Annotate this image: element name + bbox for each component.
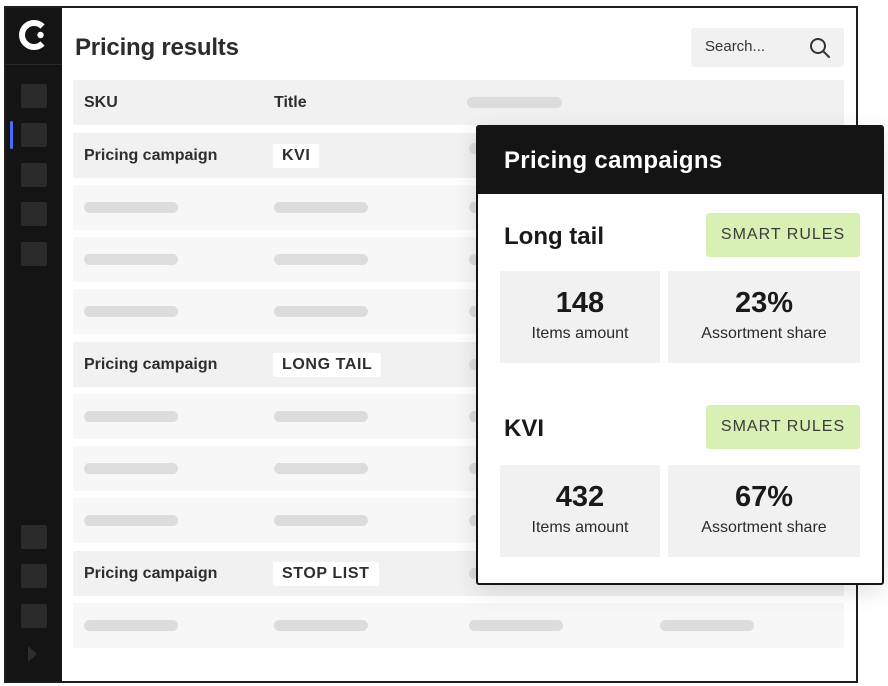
cell-placeholder [274,411,368,422]
cell-placeholder [274,620,368,631]
cell-placeholder [274,306,368,317]
assortment-share-card: 67% Assortment share [668,465,860,557]
smart-rules-button[interactable]: SMART RULES [706,213,860,257]
page-title: Pricing results [75,34,239,61]
nav-item-2[interactable] [21,123,47,147]
assortment-share-label: Assortment share [701,519,827,536]
search-icon[interactable] [808,36,832,60]
items-amount-label: Items amount [531,325,629,342]
campaign-label: Pricing campaign [84,147,218,164]
nav-item-bottom-3[interactable] [21,604,47,628]
cell-placeholder [84,411,178,422]
assortment-share-value: 67% [734,481,794,513]
cell-placeholder [84,463,178,474]
cell-placeholder [84,620,178,631]
search-box[interactable] [691,28,844,67]
search-input[interactable] [705,38,795,55]
campaign-tag: STOP LIST [273,562,379,586]
cell-placeholder [84,254,178,265]
cell-placeholder [84,202,178,213]
cell-placeholder [274,202,368,213]
items-amount-value: 432 [555,481,605,513]
table-header: SKU Title [73,80,844,125]
cell-placeholder [660,620,754,631]
assortment-share-value: 23% [734,287,794,319]
sidebar [6,8,62,681]
sidebar-divider [6,64,62,65]
items-amount-value: 148 [555,287,605,319]
nav-item-5[interactable] [21,242,47,266]
cell-placeholder [274,515,368,526]
cell-placeholder [84,306,178,317]
cell-placeholder [469,620,563,631]
items-amount-card: 432 Items amount [500,465,660,557]
logo-icon[interactable] [18,19,50,51]
nav-item-bottom-1[interactable] [21,525,47,549]
campaign-tag: LONG TAIL [273,353,382,377]
nav-item-4[interactable] [21,202,47,226]
nav-item-1[interactable] [21,84,47,108]
expand-arrow-icon[interactable] [28,646,37,662]
pricing-campaigns-panel: Pricing campaigns Long tail SMART RULES … [476,125,884,585]
assortment-share-card: 23% Assortment share [668,271,860,363]
campaign-tag: KVI [273,144,320,168]
column-header-sku: SKU [84,94,118,111]
smart-rules-button[interactable]: SMART RULES [706,405,860,449]
nav-item-bottom-2[interactable] [21,564,47,588]
panel-title: Pricing campaigns [504,147,723,174]
campaign-label: Pricing campaign [84,356,218,373]
campaign-section-name: KVI [504,415,545,442]
items-amount-label: Items amount [531,519,629,536]
table-row[interactable] [73,603,844,648]
campaign-label: Pricing campaign [84,565,218,582]
cell-placeholder [84,515,178,526]
items-amount-card: 148 Items amount [500,271,660,363]
campaign-section-name: Long tail [504,223,604,250]
cell-placeholder [274,254,368,265]
panel-header: Pricing campaigns [478,127,882,194]
cell-placeholder [274,463,368,474]
column-header-placeholder [467,97,562,108]
nav-item-3[interactable] [21,163,47,187]
column-header-title: Title [274,94,307,111]
assortment-share-label: Assortment share [701,325,827,342]
nav-active-indicator [10,121,13,149]
